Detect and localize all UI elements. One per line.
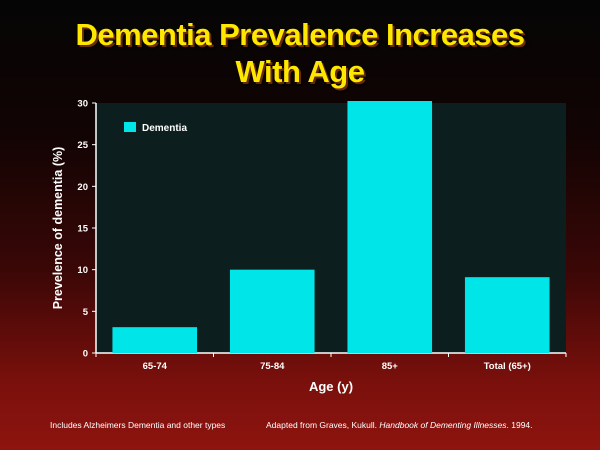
bar	[229, 269, 315, 353]
y-tick-label: 15	[77, 224, 88, 235]
footnote-source-title: Handbook of Dementing Illnesses	[379, 420, 507, 430]
x-axis-label: Age (y)	[309, 379, 353, 394]
footnote-source-prefix: Adapted from Graves, Kukull.	[266, 420, 378, 430]
bar	[112, 327, 198, 353]
chart-title-line1: Dementia Prevalence Increases	[75, 17, 525, 52]
y-tick-label: 30	[77, 99, 88, 110]
y-tick-label: 25	[77, 140, 88, 151]
bar	[464, 277, 550, 353]
footnote-source-suffix: . 1994.	[506, 420, 533, 430]
x-tick-label: 65-74	[143, 361, 168, 372]
footnote-source: Adapted from Graves, Kukull. Handbook of…	[266, 420, 533, 430]
x-tick-label: Total (65+)	[484, 361, 531, 372]
y-tick-label: 0	[83, 349, 88, 360]
footnote-left: Includes Alzheimers Dementia and other t…	[50, 420, 226, 430]
y-tick-label: 10	[77, 265, 88, 276]
y-tick-label: 20	[77, 182, 88, 193]
y-tick-label: 5	[83, 307, 89, 318]
legend-label: Dementia	[142, 123, 187, 134]
x-tick-label: 85+	[382, 361, 399, 372]
bar	[347, 101, 433, 353]
chart-title-line2: With Age	[235, 54, 365, 89]
x-tick-label: 75-84	[260, 361, 285, 372]
legend-swatch	[124, 122, 136, 132]
y-axis-label: Prevelence of dementia (%)	[51, 147, 65, 310]
